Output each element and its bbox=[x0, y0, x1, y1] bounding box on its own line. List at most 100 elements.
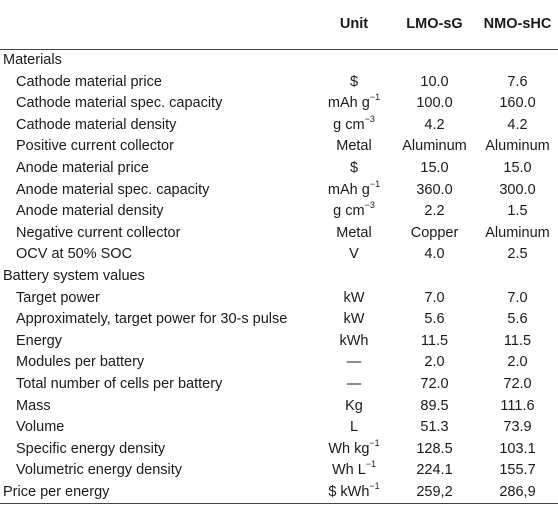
row-label: Positive current collector bbox=[16, 138, 174, 155]
row-value-nmo: 4.2 bbox=[507, 116, 528, 133]
table-row: Negative current collector Metal Copper Alu… bbox=[0, 223, 558, 245]
row-value-nmo: 103.1 bbox=[499, 440, 536, 457]
row-label: Cathode material density bbox=[16, 116, 177, 133]
table-row: Modules per battery — 2.0 2.0 bbox=[0, 352, 558, 374]
unit-exponent: −1 bbox=[369, 437, 380, 448]
row-value-lmo: 11.5 bbox=[420, 332, 449, 349]
header-row: Unit LMO-sG NMO-sHC bbox=[0, 0, 558, 50]
row-label: Anode material density bbox=[16, 203, 164, 220]
row-value-lmo: 4.0 bbox=[424, 246, 445, 263]
row-value-lmo: 51.3 bbox=[420, 419, 449, 436]
row-unit: L bbox=[316, 417, 392, 439]
row-value-lmo: 89.5 bbox=[420, 397, 449, 414]
table-row: Anode material price $15.0 15.0 bbox=[0, 158, 558, 180]
row-value-lmo: 5.6 bbox=[424, 311, 445, 328]
unit-exponent: −3 bbox=[364, 113, 375, 124]
unit-base: mAh g bbox=[327, 95, 370, 112]
row-unit: kW bbox=[316, 309, 392, 331]
row-label: Anode material spec. capacity bbox=[16, 181, 210, 198]
table-row: Positive current collector Metal Aluminum A… bbox=[0, 136, 558, 158]
row-label: Energy bbox=[16, 332, 62, 349]
row-value-nmo: 160.0 bbox=[499, 95, 536, 112]
row-value-nmo: 300.0 bbox=[499, 181, 536, 198]
row-value-nmo: 5.6 bbox=[507, 311, 528, 328]
row-unit: g cm−3 bbox=[316, 113, 392, 137]
row-unit: V bbox=[316, 244, 392, 266]
unit-exponent: −1 bbox=[369, 481, 380, 492]
row-label: Target power bbox=[16, 289, 100, 306]
table-row: Anode material density g cm−3 2.2 1.5 bbox=[0, 201, 558, 223]
unit-base: kWh bbox=[339, 332, 369, 349]
table-row: Volume L 51.3 73.9 bbox=[0, 417, 558, 439]
unit-base: mAh g bbox=[327, 181, 370, 198]
unit-base: — bbox=[346, 375, 362, 392]
section-title: Battery system values bbox=[3, 267, 145, 284]
row-value-lmo: Copper bbox=[410, 224, 459, 241]
row-label: Approximately, target power for 30-s pul… bbox=[16, 311, 288, 328]
row-unit: Wh L−1 bbox=[316, 460, 392, 482]
row-unit: mAh g−1 bbox=[316, 179, 392, 202]
section-title: Materials bbox=[3, 52, 62, 68]
row-label: Specific energy density bbox=[16, 440, 166, 457]
unit-base: $ bbox=[349, 159, 359, 176]
row-label: Cathode material price bbox=[16, 73, 162, 90]
row-unit: — bbox=[316, 374, 392, 396]
row-value-nmo: 1.5 bbox=[507, 203, 528, 220]
row-value-nmo: 111.6 bbox=[500, 397, 535, 414]
row-value-nmo: 7.6 bbox=[507, 73, 528, 90]
table-row: Specific energy density Wh kg−1 128.5 103.1 bbox=[0, 437, 558, 461]
row-value-nmo: 155.7 bbox=[499, 462, 536, 479]
row-value-lmo: 360.0 bbox=[416, 181, 453, 198]
row-label: Mass bbox=[16, 397, 51, 414]
row-value-lmo: 72.0 bbox=[420, 375, 449, 392]
unit-base: Metal bbox=[336, 224, 372, 241]
unit-base: — bbox=[346, 354, 362, 371]
row-value-lmo: 7.0 bbox=[424, 289, 445, 306]
unit-base: $ bbox=[349, 73, 359, 90]
table-row: Total number of cells per battery — 72.0 72… bbox=[0, 374, 558, 396]
row-label: Cathode material spec. capacity bbox=[16, 95, 223, 112]
row-value-nmo: Aluminum bbox=[485, 138, 550, 155]
row-unit: Wh kg−1 bbox=[316, 437, 392, 461]
row-value-lmo: 224.1 bbox=[416, 462, 453, 479]
row-value-lmo: 128.5 bbox=[416, 440, 453, 457]
table-row: Cathode material spec. capacity mAh g−1 10… bbox=[0, 93, 558, 115]
unit-base: Wh kg bbox=[328, 440, 370, 457]
row-value-lmo: Aluminum bbox=[402, 138, 467, 155]
row-value-nmo: 2.0 bbox=[507, 354, 528, 371]
row-unit: $ bbox=[316, 158, 392, 180]
row-label: Price per energy bbox=[3, 483, 110, 500]
unit-base: Wh L bbox=[331, 462, 366, 479]
unit-base: g cm bbox=[333, 203, 365, 220]
row-value-lmo: 15.0 bbox=[420, 159, 449, 176]
table-row: Energy kWh 11.5 11.5 bbox=[0, 331, 558, 353]
row-value-nmo: 73.9 bbox=[503, 419, 532, 436]
unit-exponent: −1 bbox=[365, 459, 377, 470]
row-label: Volumetric energy density bbox=[16, 462, 183, 479]
row-value-nmo: Aluminum bbox=[485, 224, 550, 241]
row-unit: mAh g−1 bbox=[316, 93, 392, 115]
row-value-lmo: 100.0 bbox=[416, 95, 453, 112]
table-row: Cathode material price $10.0 7.6 bbox=[0, 72, 558, 94]
row-label: Volume bbox=[16, 419, 65, 436]
row-value-nmo: 72.0 bbox=[503, 375, 532, 392]
table-row: Target power kW 7.0 7.0 bbox=[0, 288, 558, 310]
section-header-row: Battery system values bbox=[0, 266, 558, 288]
table-row: Approximately, target power for 30-s pul… bbox=[0, 309, 558, 331]
table-row: OCV at 50% SOC V 4.0 2.5 bbox=[0, 244, 558, 266]
unit-base: kW bbox=[343, 311, 365, 328]
unit-exponent: −1 bbox=[369, 92, 381, 103]
row-value-nmo: 11.5 bbox=[503, 332, 532, 349]
unit-base: Metal bbox=[336, 138, 372, 155]
row-unit: kW bbox=[316, 288, 392, 310]
header-lmo-sg: LMO-sG bbox=[406, 15, 463, 32]
row-value-lmo: 2.2 bbox=[424, 203, 445, 220]
table-body: Materials Cathode material price $10.0 7.6 C… bbox=[0, 50, 558, 504]
row-value-nmo: 2.5 bbox=[507, 246, 528, 263]
row-value-lmo: 259,2 bbox=[416, 483, 453, 500]
row-label: Modules per battery bbox=[16, 354, 145, 371]
row-unit: kWh bbox=[316, 331, 392, 353]
row-label: Total number of cells per battery bbox=[16, 375, 223, 392]
unit-base: L bbox=[349, 419, 359, 436]
row-unit: Kg bbox=[316, 396, 392, 418]
